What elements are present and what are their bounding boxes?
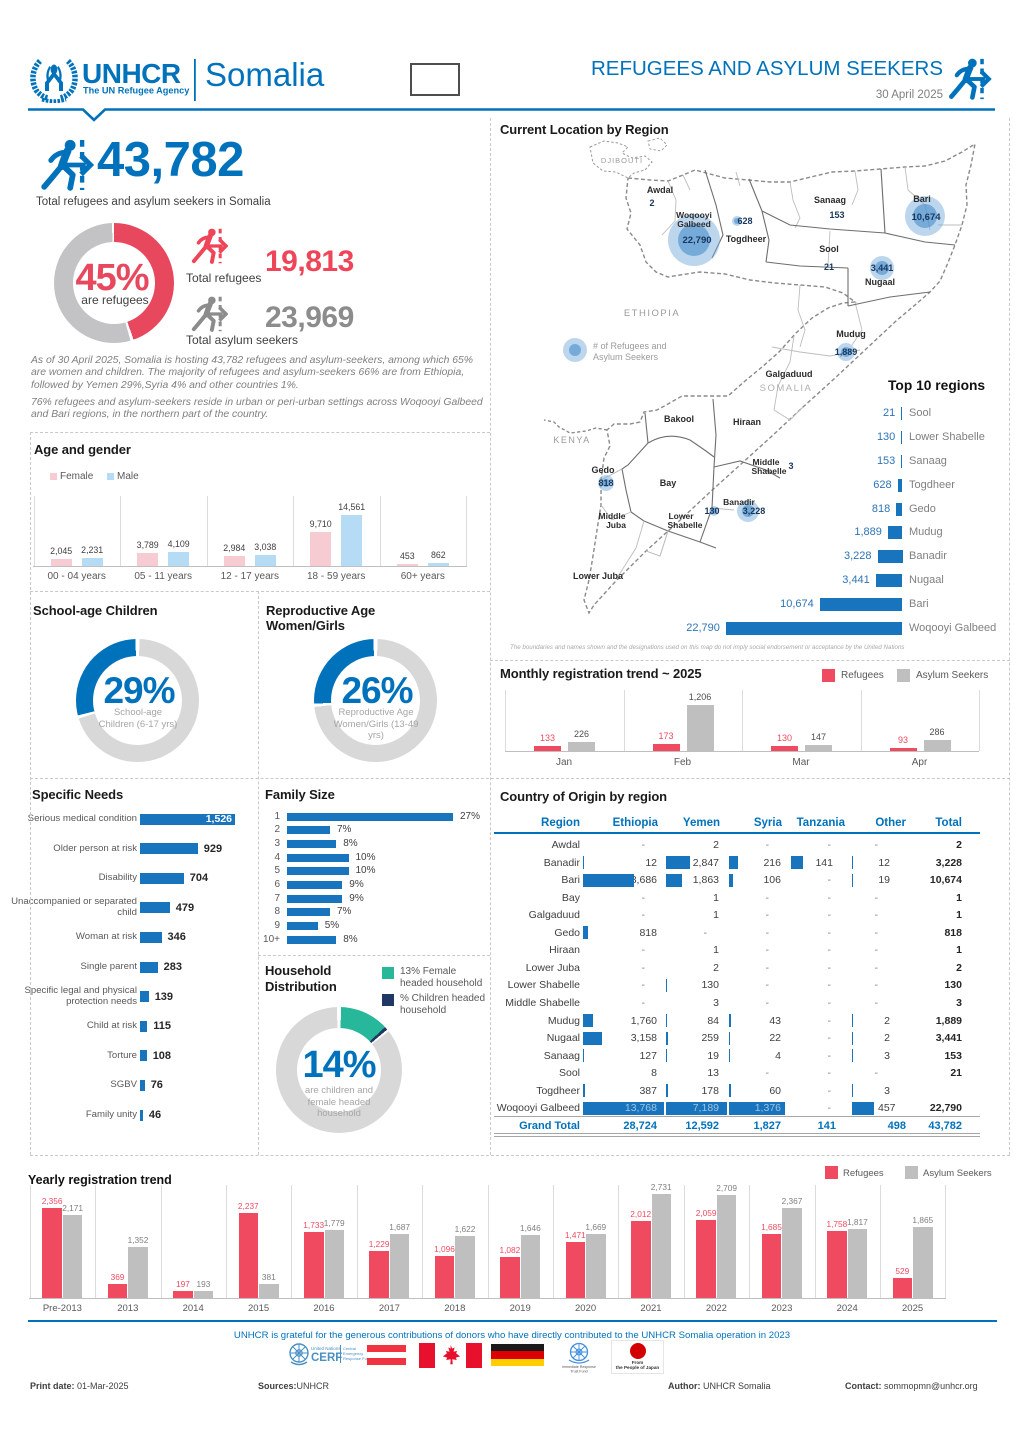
svg-text:Middle: Middle <box>599 511 626 521</box>
svg-text:10,674: 10,674 <box>911 212 941 223</box>
svg-text:Shabelle: Shabelle <box>752 466 787 476</box>
svg-text:Central: Central <box>343 1346 356 1351</box>
svg-text:Sanaag: Sanaag <box>814 195 846 205</box>
svg-text:Lower: Lower <box>668 511 694 521</box>
svg-text:3,228: 3,228 <box>743 506 766 516</box>
svg-text:Bay: Bay <box>660 478 677 488</box>
svg-text:Response Fund: Response Fund <box>343 1356 368 1361</box>
svg-text:3: 3 <box>788 461 793 471</box>
svg-text:130: 130 <box>704 506 719 516</box>
svg-text:Trust Fund: Trust Fund <box>570 1370 587 1374</box>
svg-text:Mudug: Mudug <box>836 329 866 339</box>
svg-text:Gedo: Gedo <box>591 465 615 475</box>
svg-text:3,441: 3,441 <box>871 263 894 273</box>
svg-text:Immediate Response: Immediate Response <box>562 1365 596 1369</box>
svg-text:22,790: 22,790 <box>682 235 711 246</box>
svg-text:CERF: CERF <box>311 1352 342 1364</box>
svg-text:Juba: Juba <box>606 520 626 530</box>
svg-text:# of Refugees and: # of Refugees and <box>593 341 667 351</box>
svg-text:1,889: 1,889 <box>835 347 858 357</box>
svg-text:2: 2 <box>649 198 654 208</box>
svg-text:The UN Refugee Agency: The UN Refugee Agency <box>83 86 190 96</box>
svg-text:Asylum Seekers: Asylum Seekers <box>593 352 659 362</box>
svg-text:SOMALIA: SOMALIA <box>760 383 813 394</box>
svg-text:Awdal: Awdal <box>647 185 673 195</box>
svg-text:153: 153 <box>829 210 844 220</box>
svg-text:United Nations: United Nations <box>311 1346 341 1351</box>
svg-text:Bari: Bari <box>913 194 931 204</box>
svg-text:KENYA: KENYA <box>553 435 590 445</box>
svg-text:818: 818 <box>598 478 613 488</box>
svg-text:ETHIOPIA: ETHIOPIA <box>624 308 680 319</box>
svg-text:Middle: Middle <box>753 457 780 467</box>
svg-text:Sool: Sool <box>819 244 839 254</box>
svg-text:Banadir: Banadir <box>723 497 755 507</box>
svg-text:Nugaal: Nugaal <box>865 277 895 287</box>
svg-text:Shabelle: Shabelle <box>668 520 703 530</box>
svg-text:628: 628 <box>737 216 752 226</box>
svg-text:DJIBOUTI: DJIBOUTI <box>601 156 643 165</box>
svg-text:Togdheer: Togdheer <box>726 234 767 244</box>
svg-text:Bakool: Bakool <box>664 414 694 424</box>
svg-text:Galgaduud: Galgaduud <box>766 369 813 379</box>
svg-text:Hiraan: Hiraan <box>733 417 761 427</box>
svg-text:Emergency: Emergency <box>343 1351 363 1356</box>
svg-text:21: 21 <box>824 262 834 272</box>
svg-text:Lower Juba: Lower Juba <box>573 571 624 581</box>
svg-text:Galbeed: Galbeed <box>677 219 711 229</box>
svg-text:Woqooyi: Woqooyi <box>676 210 712 220</box>
svg-text:UNHCR: UNHCR <box>82 58 181 89</box>
